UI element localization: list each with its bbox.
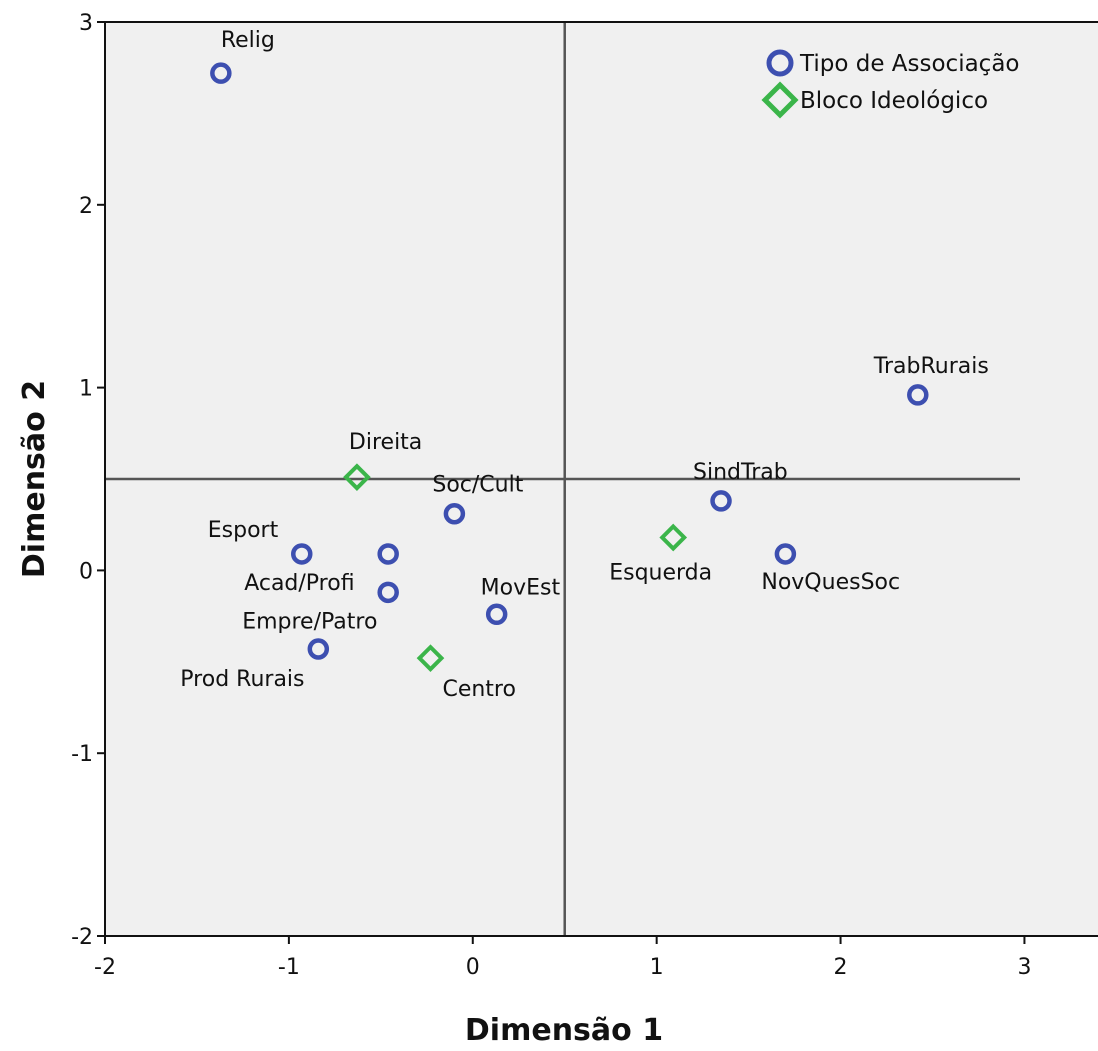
point-label-acad-profi: Acad/Profi — [244, 571, 354, 596]
x-tick-label: 0 — [466, 955, 480, 980]
point-empre-patro — [377, 581, 399, 604]
y-tick-label: 2 — [79, 194, 93, 219]
x-tick-label: -1 — [278, 955, 300, 980]
point-label-prod-rurais: Prod Rurais — [180, 667, 304, 692]
legend-label: Tipo de Associação — [799, 51, 1020, 77]
legend-label: Bloco Ideológico — [800, 88, 988, 114]
axes: -2 -1 0 1 2 3 -2 -1 0 1 2 3 — [71, 11, 1098, 980]
legend-marker-diamond — [761, 81, 799, 119]
point-relig — [210, 62, 232, 84]
x-tick-label: 2 — [834, 955, 848, 980]
y-tick-label: -2 — [71, 925, 93, 950]
y-tick-label: 3 — [79, 11, 93, 36]
point-label-soc-cult: Soc/Cult — [432, 473, 523, 498]
point-label-centro: Centro — [442, 677, 516, 702]
y-tick-label: 0 — [79, 559, 93, 584]
point-sindtrab — [710, 490, 732, 512]
point-label-esport: Esport — [208, 518, 279, 543]
point-label-movest: MovEst — [481, 575, 561, 600]
y-tick-label: 1 — [79, 377, 93, 402]
x-tick-label: 1 — [650, 955, 664, 980]
point-esquerda — [659, 523, 688, 552]
point-soc-cult — [443, 502, 466, 525]
point-label-direita: Direita — [349, 430, 422, 455]
y-tick-label: -1 — [71, 742, 93, 767]
reference-lines — [105, 22, 1020, 936]
point-label-sindtrab: SindTrab — [693, 460, 788, 485]
x-axis-title: Dimensão 1 — [465, 1013, 663, 1048]
point-label-empre-patro: Empre/Patro — [242, 609, 377, 634]
point-prod-rurais — [307, 638, 330, 660]
point-movest — [485, 603, 508, 626]
point-trabrurais — [907, 384, 929, 406]
x-tick-label: -2 — [94, 955, 116, 980]
legend: Tipo de Associação Bloco Ideológico — [761, 49, 1020, 119]
point-label-trabrurais: TrabRurais — [873, 354, 989, 379]
point-acad-profi — [377, 543, 399, 565]
data-marks: Relig TrabRurais SindTrab Soc/Cult Esport Aca… — [180, 28, 989, 702]
point-direita — [343, 463, 371, 492]
point-centro — [416, 644, 445, 672]
point-label-novquessoc: NovQuesSoc — [761, 570, 900, 595]
y-axis-title: Dimensão 2 — [17, 380, 52, 578]
point-label-esquerda: Esquerda — [609, 560, 712, 585]
point-novquessoc — [774, 543, 797, 565]
point-label-relig: Relig — [221, 28, 275, 53]
point-esport — [291, 543, 313, 565]
legend-marker-circle — [766, 49, 794, 77]
x-tick-label: 3 — [1017, 955, 1031, 980]
